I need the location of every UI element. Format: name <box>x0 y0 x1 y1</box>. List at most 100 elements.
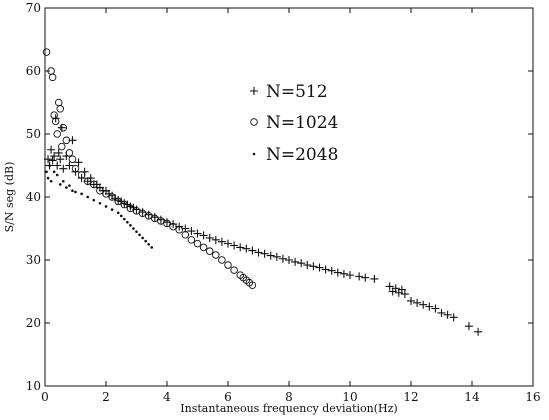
data-point-0-44 <box>193 229 202 238</box>
data-point-0-66 <box>327 266 336 275</box>
data-point-1-14 <box>77 171 86 179</box>
data-point-0-51 <box>236 243 245 252</box>
data-point-0-54 <box>254 248 263 257</box>
legend-label-n2048: N=2048 <box>266 145 338 165</box>
data-point-2-2 <box>48 164 51 167</box>
data-point-0-72 <box>370 274 379 283</box>
data-point-2-13 <box>86 195 89 199</box>
legend-marker-2-mark <box>252 152 256 156</box>
y-tick-label-4: 50 <box>26 127 41 141</box>
data-point-1-34 <box>199 243 208 252</box>
data-point-0-2 <box>47 145 56 154</box>
data-point-2-15 <box>98 202 102 205</box>
data-point-1-39 <box>230 266 238 274</box>
data-point-0-45 <box>199 231 208 240</box>
data-point-0-73 <box>385 282 394 291</box>
data-point-2-4 <box>52 170 56 174</box>
data-point-1-25 <box>144 212 153 220</box>
data-point-0-88 <box>474 327 483 336</box>
data-point-2-14 <box>92 198 96 202</box>
data-point-0-77 <box>397 285 406 294</box>
data-point-0-70 <box>355 272 364 281</box>
data-point-1-24 <box>138 209 147 218</box>
x-tick-label-1: 2 <box>102 390 110 404</box>
data-point-2-20 <box>123 217 126 221</box>
data-point-0-3 <box>48 156 57 165</box>
data-point-1-8 <box>58 142 66 151</box>
x-tick-label-3: 6 <box>224 390 232 404</box>
data-point-1-5 <box>53 130 61 138</box>
data-point-0-56 <box>266 251 275 260</box>
data-point-1-22 <box>126 204 135 213</box>
data-point-1-21 <box>120 200 129 209</box>
x-tick-label-4: 8 <box>285 390 293 404</box>
data-point-0-12 <box>65 161 74 170</box>
data-point-2-7 <box>62 179 65 183</box>
data-point-0-75 <box>391 284 400 293</box>
legend-label-n512: N=512 <box>266 82 328 102</box>
x-tick-label-6: 12 <box>403 390 418 404</box>
data-point-0-86 <box>449 313 458 322</box>
data-point-0-68 <box>339 269 348 278</box>
data-point-1-4 <box>51 117 60 126</box>
data-point-1-17 <box>96 186 104 195</box>
data-point-0-55 <box>260 249 269 258</box>
data-point-0-52 <box>242 244 251 253</box>
data-point-0-0 <box>44 155 53 164</box>
data-point-0-79 <box>407 296 415 305</box>
x-tick-label-5: 10 <box>342 390 357 404</box>
data-point-1-15 <box>83 177 92 185</box>
data-point-2-17 <box>110 208 114 211</box>
data-point-2-10 <box>71 189 74 192</box>
series-n1024 <box>42 48 257 289</box>
data-point-0-81 <box>419 300 428 309</box>
data-point-0-67 <box>333 268 342 277</box>
data-point-2-5 <box>55 173 59 177</box>
data-point-0-15 <box>74 158 83 167</box>
data-point-0-59 <box>285 256 293 264</box>
data-point-1-9 <box>59 123 68 132</box>
data-point-2-11 <box>74 190 77 194</box>
data-point-1-26 <box>151 214 159 223</box>
data-point-0-69 <box>346 271 354 280</box>
data-point-2-25 <box>138 233 141 237</box>
data-point-0-82 <box>425 302 434 311</box>
data-point-0-43 <box>187 227 196 236</box>
data-point-2-28 <box>147 242 150 246</box>
data-point-2-24 <box>135 230 138 233</box>
data-point-2-27 <box>144 239 147 243</box>
y-tick-label-6: 70 <box>26 1 41 15</box>
series-n2048 <box>45 164 154 249</box>
data-point-0-85 <box>443 310 452 319</box>
legend-marker-1-mark <box>250 118 258 126</box>
data-point-1-36 <box>212 251 220 259</box>
y-tick-label-0: 10 <box>26 379 41 393</box>
data-point-0-8 <box>56 155 65 164</box>
axis-ticks <box>44 7 534 387</box>
legend-marker-n1024 <box>250 118 258 126</box>
data-point-0-50 <box>230 241 239 250</box>
data-point-0-47 <box>211 235 220 244</box>
data-point-1-32 <box>187 236 196 244</box>
legend-label-n1024: N=1024 <box>266 113 338 133</box>
data-point-1-10 <box>62 136 71 145</box>
data-point-1-18 <box>102 190 110 198</box>
data-point-1-44 <box>248 281 257 289</box>
y-tick-label-1: 20 <box>26 316 41 330</box>
data-point-0-10 <box>59 164 68 173</box>
data-point-0-7 <box>54 148 63 157</box>
data-point-2-8 <box>65 186 68 189</box>
data-point-2-23 <box>132 227 135 230</box>
data-point-2-12 <box>80 192 83 196</box>
data-point-0-80 <box>413 298 422 307</box>
y-tick-label-2: 30 <box>26 253 41 267</box>
y-axis-label: S/N seg (dB) <box>3 162 16 233</box>
data-point-2-6 <box>58 183 62 186</box>
data-point-1-11 <box>65 149 74 157</box>
data-point-0-58 <box>278 254 287 263</box>
legend-marker-n2048 <box>252 152 256 156</box>
data-point-0-63 <box>309 262 318 271</box>
plot-area <box>44 7 534 387</box>
data-point-2-19 <box>119 214 123 218</box>
